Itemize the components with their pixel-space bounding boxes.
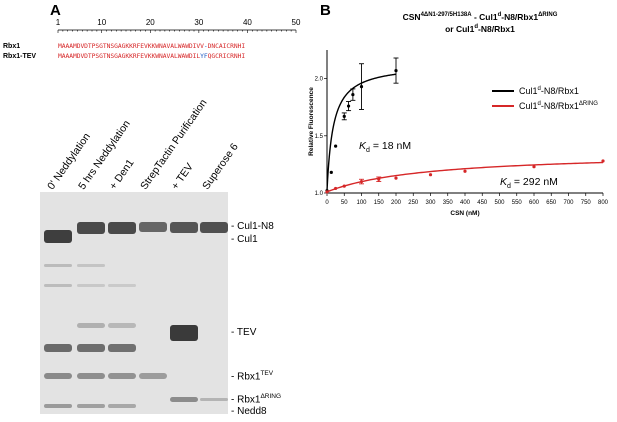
sequence-segment: YF bbox=[200, 53, 208, 60]
x-tick-label: 750 bbox=[581, 200, 592, 206]
fit-curve-red bbox=[326, 161, 604, 193]
data-point bbox=[359, 85, 364, 89]
y-tick-label: 1.0 bbox=[315, 191, 324, 197]
panel-b-letter: B bbox=[320, 2, 331, 19]
sequence-rbx1-tev: MAAAMDVDTPSGTNSGAGKKRFEVKKWNAVALWAWDILYF… bbox=[58, 53, 245, 60]
sequence-rbx1: MAAAMDVDTPSGTNSGAGKKRFEVKKWNAVALWAWDIVV-… bbox=[58, 43, 245, 50]
x-tick-label: 300 bbox=[425, 200, 436, 206]
data-point bbox=[394, 176, 398, 180]
ruler-tick-label: 30 bbox=[194, 18, 203, 27]
ruler-tick-label: 40 bbox=[243, 18, 252, 27]
legend-swatch-black bbox=[492, 90, 514, 92]
data-point bbox=[325, 190, 329, 194]
band-label-tev: - TEV bbox=[231, 327, 257, 338]
legend-label-red: Cul1d-N8/Rbx1ΔRING bbox=[519, 101, 598, 111]
x-tick-label: 800 bbox=[598, 200, 609, 206]
y-tick-label: 1.5 bbox=[315, 134, 324, 140]
sequence-segment: MAAAMDVDTPSGTNSGAGKKRFEVKKWNAVALWAWDIVV bbox=[58, 43, 204, 50]
sequence-segment: CRICRNHI bbox=[215, 53, 246, 60]
x-tick-label: 500 bbox=[494, 200, 505, 206]
x-tick-label: 150 bbox=[374, 200, 385, 206]
legend-item-red: Cul1d-N8/Rbx1ΔRING bbox=[492, 101, 598, 111]
band-label-rbx1-tev: - Rbx1TEV bbox=[231, 370, 274, 383]
x-tick-label: 550 bbox=[512, 200, 523, 206]
legend-label-black: Cul1d-N8/Rbx1 bbox=[519, 86, 579, 96]
data-point bbox=[601, 159, 605, 163]
x-tick-label: 650 bbox=[546, 200, 557, 206]
data-point bbox=[463, 169, 467, 173]
data-point bbox=[346, 104, 351, 108]
lane-label-tev: + TEV bbox=[169, 161, 196, 192]
sequence-segment: - bbox=[203, 43, 208, 50]
sds-page-gel bbox=[40, 192, 228, 414]
chart-legend: Cul1d-N8/Rbx1 Cul1d-N8/Rbx1ΔRING bbox=[492, 86, 598, 111]
sequence-ruler: 1 10 20 30 40 50 bbox=[56, 18, 301, 33]
band-label-cul1: - Cul1 bbox=[231, 234, 258, 245]
lane-label-superose: Superose 6 bbox=[200, 141, 241, 192]
binding-curve-chart: 0 50 100 150 200 250 300 350 400 450 500 550 600 650 7… bbox=[308, 50, 609, 217]
x-tick-label: 50 bbox=[341, 200, 348, 206]
x-tick-label: 250 bbox=[408, 200, 419, 206]
kd-annotation-black: Kd = 18 nM bbox=[359, 140, 412, 155]
kd-annotation-red: Kd = 292 nM bbox=[500, 176, 558, 191]
legend-swatch-red bbox=[492, 105, 514, 107]
data-point bbox=[329, 170, 333, 175]
panel-a-letter: A bbox=[50, 2, 61, 19]
data-point bbox=[342, 114, 346, 118]
ruler-tick-label: 10 bbox=[97, 18, 106, 27]
seq-label-rbx1-tev: Rbx1-TEV bbox=[3, 53, 37, 60]
band-label-cul1-n8: - Cul1-N8 bbox=[231, 221, 274, 232]
x-tick-label: 0 bbox=[325, 200, 329, 206]
x-axis-label: CSN (nM) bbox=[450, 210, 479, 217]
x-tick-label: 600 bbox=[529, 200, 540, 206]
legend-item-black: Cul1d-N8/Rbx1 bbox=[492, 86, 598, 96]
ruler-tick-label: 1 bbox=[56, 18, 61, 27]
band-label-nedd8: - Nedd8 bbox=[231, 406, 267, 417]
y-tick-label: 2.0 bbox=[315, 77, 324, 83]
sequence-segment: DNCAICRNHI bbox=[207, 43, 246, 50]
lane-label-den1: + Den1 bbox=[107, 157, 137, 192]
data-point bbox=[334, 144, 338, 148]
sequence-segment: MAAAMDVDTPSGTNSGAGKKRFEVKKWNAVALWAWDIL bbox=[58, 53, 201, 60]
ruler-tick-label: 50 bbox=[292, 18, 301, 27]
x-tick-label: 700 bbox=[563, 200, 574, 206]
x-tick-label: 400 bbox=[460, 200, 471, 206]
x-tick-label: 100 bbox=[356, 200, 367, 206]
y-axis-label: Relative Fluorescence bbox=[308, 87, 315, 156]
ruler-tick-label: 20 bbox=[146, 18, 155, 27]
data-point bbox=[334, 186, 338, 191]
chart-title: CSN4ΔN1-297/5H138A - Cul1d-N8/Rbx1ΔRING … bbox=[402, 12, 558, 34]
x-tick-label: 350 bbox=[443, 200, 454, 206]
data-point bbox=[377, 177, 381, 181]
sequence-segment: QG bbox=[207, 53, 216, 60]
data-point bbox=[394, 68, 398, 73]
x-tick-label: 200 bbox=[391, 200, 402, 206]
data-point bbox=[351, 93, 355, 97]
band-label-rbx1-dring: - Rbx1ΔRING bbox=[231, 393, 282, 406]
data-point bbox=[359, 179, 364, 184]
data-point bbox=[342, 184, 346, 188]
data-point bbox=[428, 173, 433, 177]
x-tick-label: 450 bbox=[477, 200, 488, 206]
seq-label-rbx1: Rbx1 bbox=[3, 43, 21, 50]
data-point bbox=[532, 165, 536, 169]
